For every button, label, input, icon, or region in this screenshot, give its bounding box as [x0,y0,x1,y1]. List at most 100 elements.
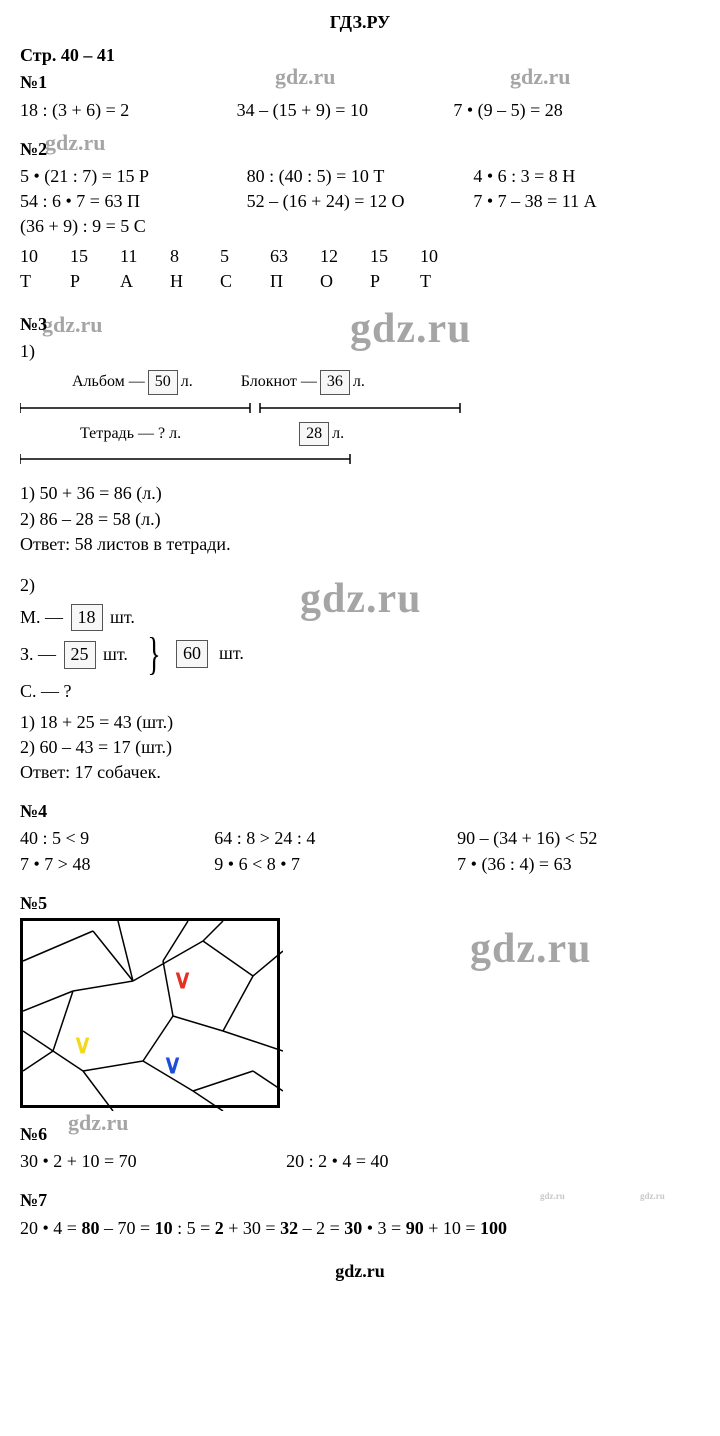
code-col: 10Т [420,244,448,294]
code-letter: Т [20,269,31,294]
code-num: 63 [270,244,288,269]
sec1-label: №1 [20,70,700,95]
unit-l3: л. [332,423,344,445]
bloknot-label: Блокнот — [241,371,317,393]
m-label: М. — [20,607,63,627]
site-header: ГДЗ.РУ [20,10,700,35]
album-label: Альбом — [72,371,145,393]
code-letter: Т [420,269,431,294]
sec3-diagram1: Альбом — 50 л. Блокнот — 36 л. Тетрадь —… [20,370,700,473]
sec6-c1: 30 • 2 + 10 = 70 [20,1149,286,1174]
sec3-label: №3 [20,312,700,337]
code-letter: А [120,269,133,294]
code-num: 12 [320,244,338,269]
sec2-r3c1: (36 + 9) : 9 = 5 С [20,214,700,239]
m-val: 18 [71,604,103,631]
code-num: 10 [420,244,438,269]
code-letter: Р [370,269,380,294]
sec3-diagram2: М. — 18 шт. З. — 25 шт. С. — ? } 60 шт. [20,604,700,704]
bar-svg-top [20,401,480,415]
sec7-m6: + 10 = [424,1218,480,1238]
sec2-row2: 54 : 6 • 7 = 63 П 52 – (16 + 24) = 12 О … [20,189,700,214]
code-letter: О [320,269,333,294]
sec7-m4: – 2 = [298,1218,344,1238]
sec7-pre1: 20 • 4 = [20,1218,81,1238]
code-col: 8Н [170,244,198,294]
sec3-step1a: 1) 50 + 36 = 86 (л.) [20,481,700,506]
code-letter: Р [70,269,80,294]
footer-site: gdz.ru [20,1259,700,1284]
sec7-b5: 30 [344,1218,362,1238]
code-num: 10 [20,244,38,269]
check-mark: ∨ [73,1026,92,1062]
unit-sh2: шт. [103,644,128,664]
sec5-figure: ∨ ∨ ∨ [20,918,280,1108]
sec6-label: №6 [20,1122,700,1147]
sec1-eq1: 18 : (3 + 6) = 2 [20,98,237,123]
sec7-b7: 100 [480,1218,507,1238]
sec3-step2b: 2) 60 – 43 = 17 (шт.) [20,735,700,760]
sec7-b4: 32 [280,1218,298,1238]
sec1-eq3: 7 • (9 – 5) = 28 [453,98,670,123]
code-letter: Н [170,269,183,294]
sec4-r2c3: 7 • (36 : 4) = 63 [457,852,700,877]
code-col: 10Т [20,244,48,294]
diff-val: 28 [299,422,329,446]
code-letter: П [270,269,283,294]
bloknot-val: 36 [320,370,350,394]
sec2-r2c3: 7 • 7 – 38 = 11 А [473,189,700,214]
sec2-r2c1: 54 : 6 • 7 = 63 П [20,189,247,214]
bar-svg-bot [20,452,480,466]
code-num: 11 [120,244,137,269]
tetrad-label: Тетрадь — ? л. [80,423,181,445]
code-letter: С [220,269,232,294]
unit-sh1: шт. [110,607,135,627]
sec4-r1c3: 90 – (34 + 16) < 52 [457,826,700,851]
code-col: 12О [320,244,348,294]
sec7-m5: • 3 = [362,1218,405,1238]
sec3-p1-label: 1) [20,339,700,364]
sec2-r1c3: 4 • 6 : 3 = 8 Н [473,164,700,189]
sec7-m1: – 70 = [99,1218,154,1238]
sec4-r1c1: 40 : 5 < 9 [20,826,214,851]
s-label: С. — ? [20,681,72,701]
sec4-row1: 40 : 5 < 9 64 : 8 > 24 : 4 90 – (34 + 16… [20,826,700,851]
sec2-codes: 10Т15Р11А8Н5С63П12О15Р10Т [20,244,700,294]
unit-l: л. [181,371,193,393]
code-col: 5С [220,244,248,294]
sec7-b6: 90 [406,1218,424,1238]
sec6-row: 30 • 2 + 10 = 70 20 : 2 • 4 = 40 [20,1149,700,1174]
check-mark: ∨ [163,1046,182,1082]
z-label: З. — [20,644,56,664]
sec7-chain: 20 • 4 = 80 – 70 = 10 : 5 = 2 + 30 = 32 … [20,1216,700,1241]
brace-icon: } [147,633,160,674]
sec7-b1: 80 [81,1218,99,1238]
code-num: 8 [170,244,179,269]
sec2-r2c2: 52 – (16 + 24) = 12 О [247,189,474,214]
sec2-label: №2 [20,137,700,162]
total-val: 60 [176,640,208,667]
sec3-ans2: Ответ: 17 собачек. [20,760,700,785]
sec1-eq2: 34 – (15 + 9) = 10 [237,98,454,123]
sec2-row1: 5 • (21 : 7) = 15 Р 80 : (40 : 5) = 10 Т… [20,164,700,189]
sec2-r1c1: 5 • (21 : 7) = 15 Р [20,164,247,189]
sec3-p2-label: 2) [20,573,700,598]
code-col: 15Р [370,244,398,294]
page-root: ГДЗ.РУ gdz.ru gdz.ru Стр. 40 – 41 №1 18 … [0,0,720,1314]
unit-sh3: шт. [219,641,244,666]
code-num: 15 [370,244,388,269]
sec6-c2: 20 : 2 • 4 = 40 [286,1149,700,1174]
page-range: Стр. 40 – 41 [20,43,700,68]
code-num: 15 [70,244,88,269]
sec4-r2c1: 7 • 7 > 48 [20,852,214,877]
sec3-step2a: 1) 18 + 25 = 43 (шт.) [20,710,700,735]
code-col: 15Р [70,244,98,294]
sec7-label: №7 [20,1188,700,1213]
check-mark: ∨ [173,961,192,997]
sec4-row2: 7 • 7 > 48 9 • 6 < 8 • 7 7 • (36 : 4) = … [20,852,700,877]
sec3-ans1: Ответ: 58 листов в тетради. [20,532,700,557]
sec7-m3: + 30 = [224,1218,280,1238]
sec7-b3: 2 [215,1218,224,1238]
sec7-b2: 10 [155,1218,173,1238]
album-val: 50 [148,370,178,394]
